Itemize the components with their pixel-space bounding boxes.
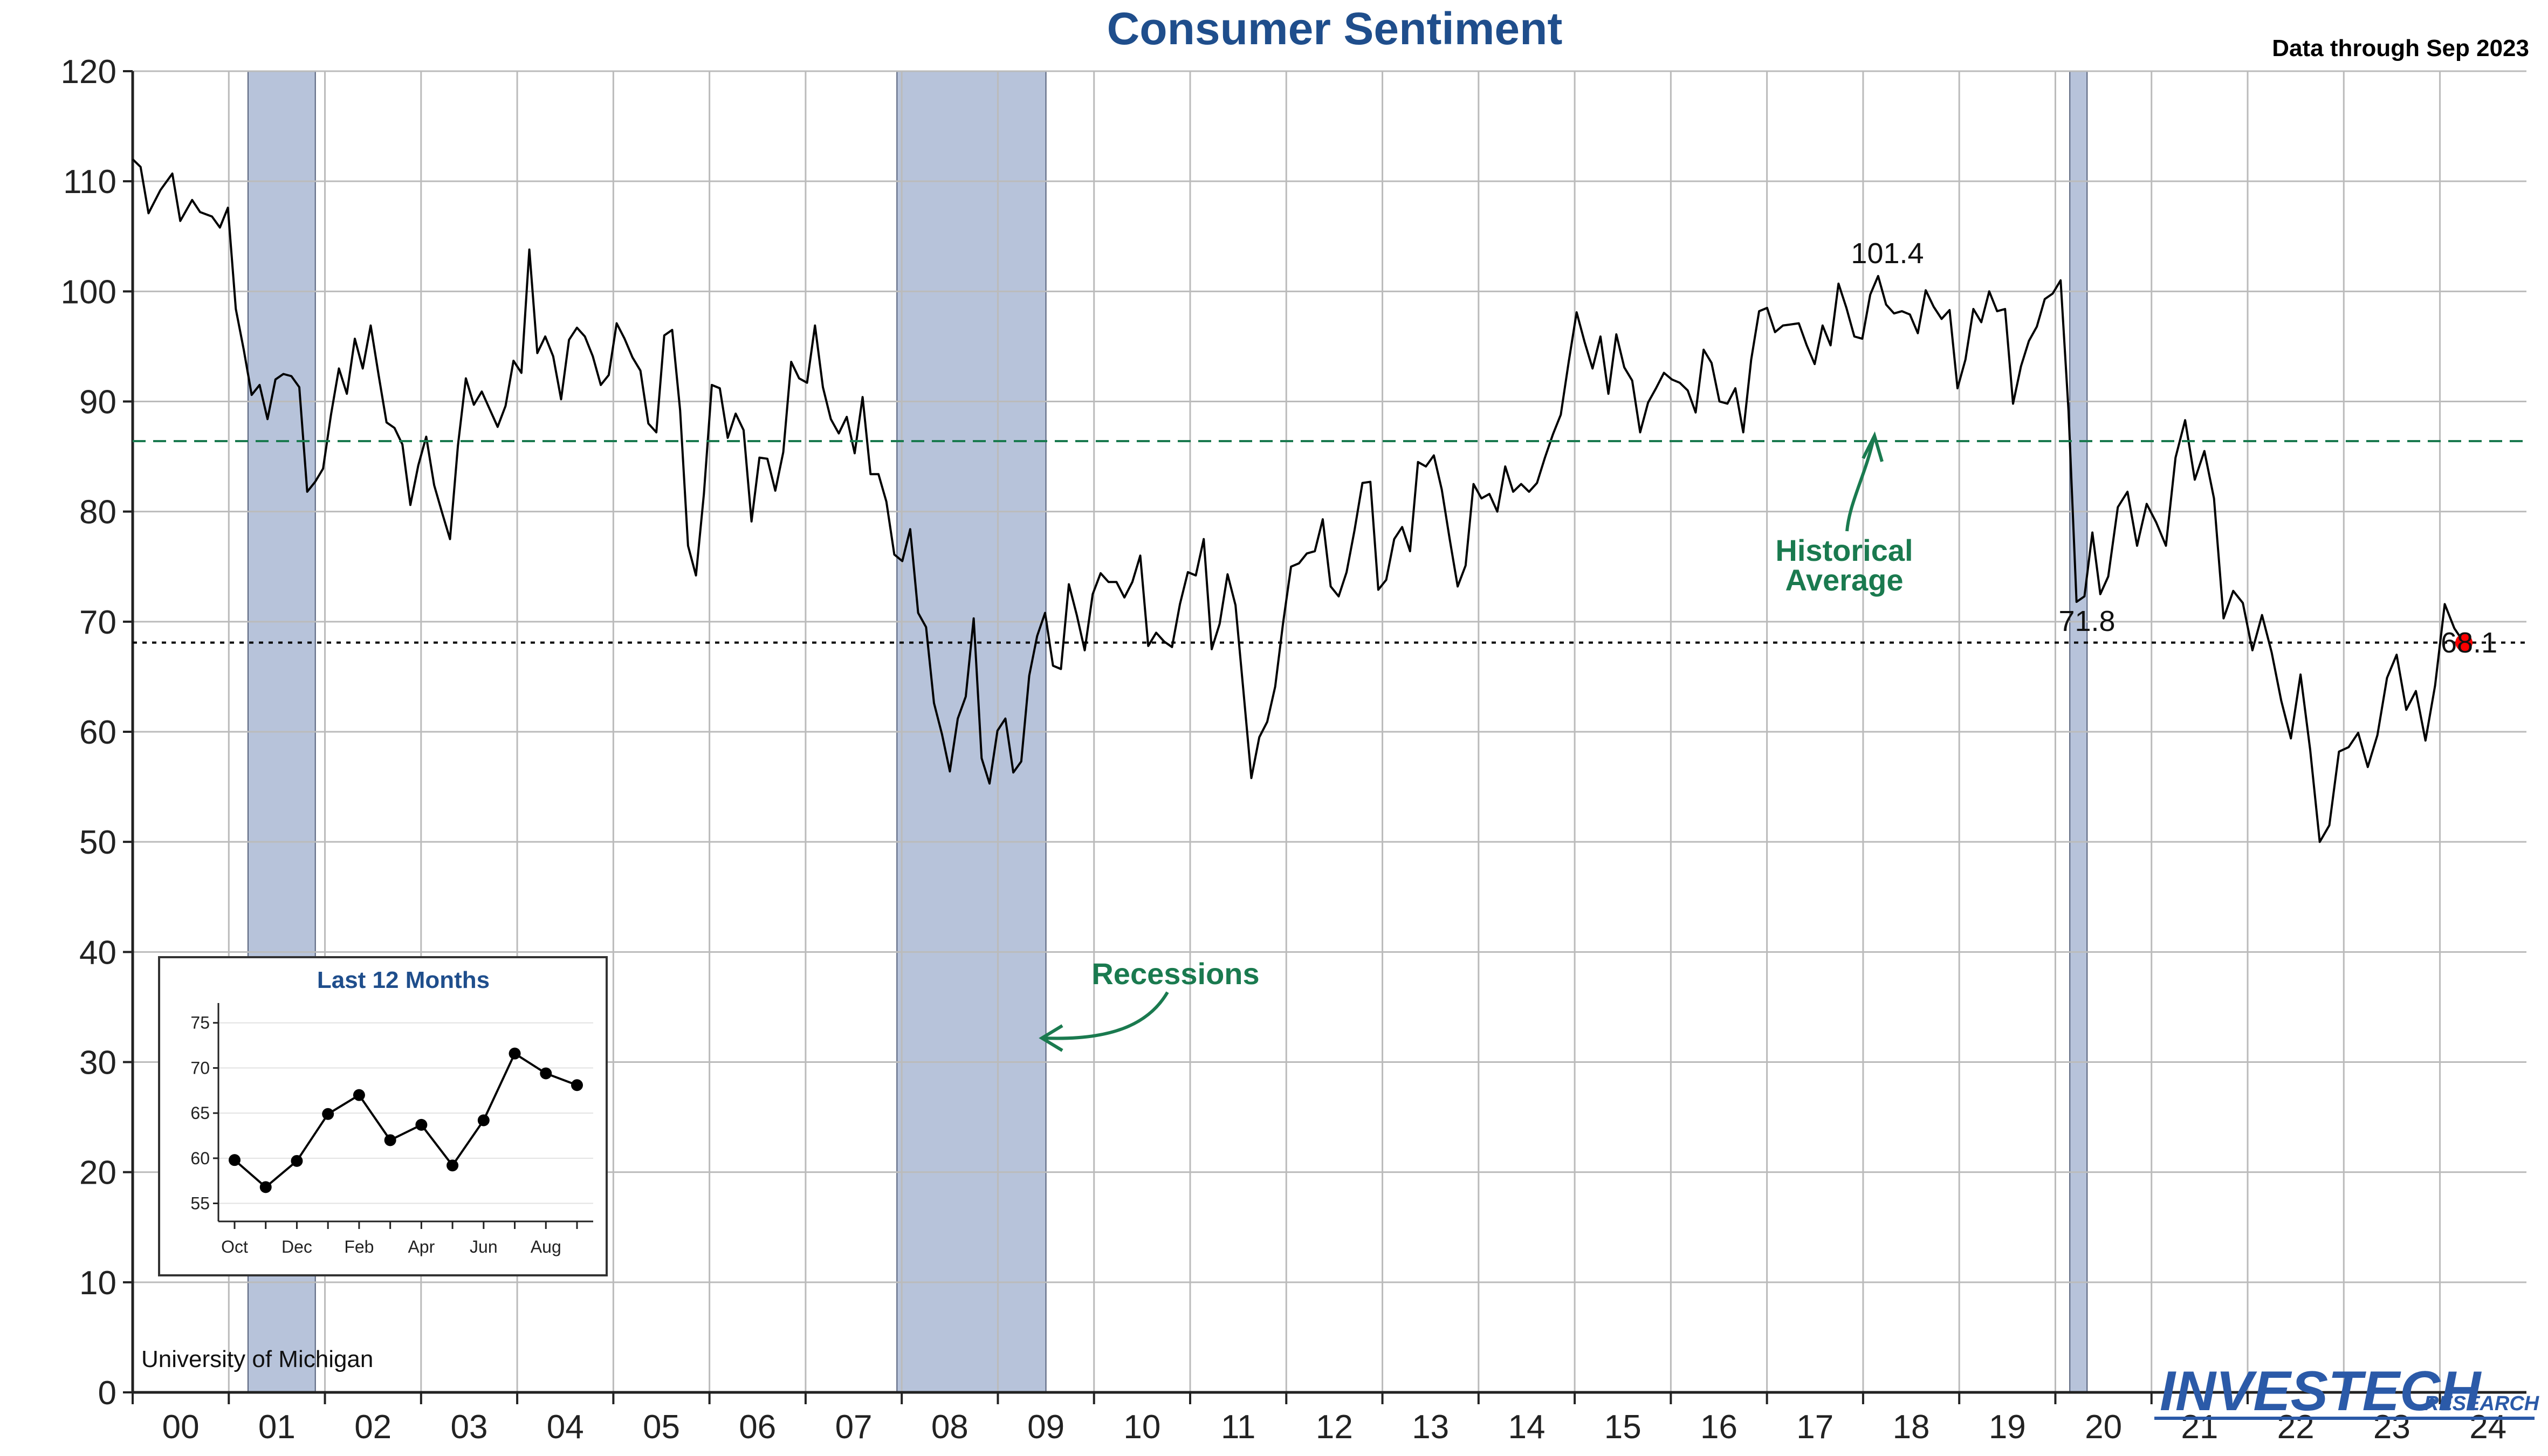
inset-x-tick-label: Oct	[221, 1237, 248, 1256]
reference-lines	[133, 440, 2526, 651]
inset-y-tick-label: 75	[190, 1013, 210, 1033]
y-tick-label: 20	[79, 1155, 116, 1192]
inset-point	[384, 1134, 396, 1146]
year-label: 00	[162, 1409, 200, 1446]
year-label: 06	[739, 1409, 776, 1446]
peak-annotation: 101.4	[1851, 237, 1924, 270]
current-value-dot	[2455, 634, 2473, 651]
inset-point	[415, 1118, 428, 1131]
year-label: 09	[1027, 1409, 1064, 1446]
inset-x-tick-label: Apr	[408, 1237, 435, 1256]
inset-y-tick-label: 55	[190, 1194, 210, 1213]
historical-average-arrow	[1845, 436, 1876, 532]
year-label: 17	[1796, 1409, 1833, 1446]
inset-point	[540, 1067, 552, 1080]
y-tick-label: 40	[79, 934, 116, 971]
year-label: 13	[1412, 1409, 1449, 1446]
inset-x-tick-label: Aug	[531, 1237, 561, 1256]
grid-lines	[132, 70, 2526, 1393]
year-label: 05	[643, 1409, 680, 1446]
historical-average-label-line1: Historical	[1775, 533, 1913, 567]
historical-average-arrowhead	[1862, 431, 1884, 462]
year-label: 10	[1123, 1409, 1160, 1446]
historical-average-label-line2: Average	[1785, 563, 1904, 597]
y-tick-label: 30	[79, 1045, 116, 1082]
y-tick-label: 70	[79, 604, 116, 641]
inset-x-tick-label: Feb	[344, 1237, 374, 1256]
year-label: 16	[1700, 1409, 1737, 1446]
inset-y-tick-label: 60	[190, 1149, 210, 1168]
inset-point	[477, 1114, 490, 1127]
recessions-arrow	[1043, 991, 1169, 1040]
inset-frame	[158, 956, 608, 1276]
inset-title: Last 12 Months	[317, 967, 490, 993]
inset-point	[229, 1154, 241, 1166]
inset-plot: 55 60 65 70 75 Oct Dec Feb Apr Jun Aug	[190, 1003, 593, 1256]
y-tick-label: 50	[79, 824, 116, 861]
recessions-label: Recessions	[1091, 957, 1259, 991]
year-label: 22	[2277, 1409, 2315, 1446]
year-label: 15	[1604, 1409, 1642, 1446]
inset-point	[291, 1155, 303, 1167]
year-label: 14	[1508, 1409, 1545, 1446]
inset-y-tick-label: 70	[190, 1058, 210, 1077]
recessions-arrowhead	[1039, 1024, 1063, 1052]
y-tick-label: 0	[98, 1375, 116, 1412]
year-label: 20	[2085, 1409, 2122, 1446]
year-label: 04	[547, 1409, 584, 1446]
year-label: 01	[258, 1409, 296, 1446]
year-label: 08	[931, 1409, 969, 1446]
y-tick-label: 80	[79, 494, 116, 531]
inset-x-tick-label: Jun	[470, 1237, 498, 1256]
year-label: 11	[1221, 1409, 1255, 1446]
inset-point	[571, 1079, 583, 1091]
year-label: 18	[1893, 1409, 1930, 1446]
sentiment-series	[132, 158, 2465, 843]
year-label: 02	[354, 1409, 392, 1446]
investech-logo: INVESTECH RESEARCH	[2154, 1360, 2540, 1423]
current-value-annotation: 68.1	[2441, 627, 2497, 659]
year-label: 07	[835, 1409, 873, 1446]
last-12-months-inset: Last 12 Months 55 60 65 70 75 Oct Dec Feb Apr Jun…	[158, 956, 608, 1276]
y-tick-label: 10	[79, 1265, 116, 1302]
inset-y-tick-label: 65	[190, 1103, 210, 1123]
y-tick-label: 60	[79, 714, 116, 751]
data-through-note: Data through Sep 2023	[2272, 35, 2529, 61]
inset-point	[322, 1108, 334, 1120]
inset-point	[509, 1047, 521, 1060]
y-tick-label: 120	[61, 53, 116, 91]
source-label: University of Michigan	[141, 1346, 373, 1372]
inset-point	[447, 1159, 459, 1172]
year-label: 23	[2373, 1409, 2410, 1446]
trough-2020-annotation: 71.8	[2058, 605, 2115, 637]
logo-wordmark: INVESTECH	[2160, 1360, 2482, 1423]
year-label: 03	[450, 1409, 487, 1446]
year-label: 24	[2469, 1409, 2506, 1446]
sentiment-line	[132, 158, 2465, 843]
inset-point	[259, 1181, 272, 1193]
year-label: 21	[2181, 1409, 2218, 1446]
inset-line	[233, 1052, 578, 1189]
year-label: 12	[1316, 1409, 1353, 1446]
axes: 0 10 20 30 40 50 60 70 80 90 100 110 120 00 01 02 03 04 05…	[61, 53, 2526, 1446]
y-tick-label: 90	[79, 384, 116, 421]
y-tick-label: 110	[63, 163, 116, 201]
year-label: 19	[1989, 1409, 2026, 1446]
chart-title: Consumer Sentiment	[1107, 3, 1563, 54]
inset-x-tick-label: Dec	[281, 1237, 312, 1256]
inset-point	[353, 1089, 365, 1101]
logo-subtext: RESEARCH	[2424, 1392, 2540, 1415]
y-tick-label: 100	[61, 273, 116, 311]
